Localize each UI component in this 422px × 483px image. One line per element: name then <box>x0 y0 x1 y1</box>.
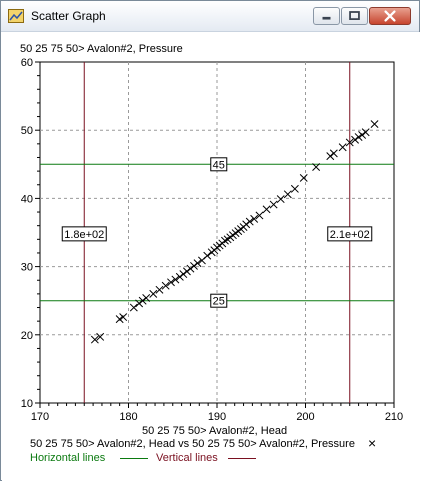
data-point <box>190 261 198 270</box>
data-point <box>161 281 170 290</box>
x-tick-label: 180 <box>119 411 137 423</box>
scatter-plot: 170 180 190 200 210 10 20 30 40 50 60 1.8e+02 2.1e+0… <box>21 57 403 423</box>
data-point <box>345 138 354 147</box>
legend-series-label: 50 25 75 50> Avalon#2, Head vs 50 25 75 … <box>30 438 355 450</box>
x-tick-label: 190 <box>208 411 226 423</box>
horizontal-line-label: 25 <box>213 296 225 308</box>
y-tick-label: 30 <box>21 262 33 274</box>
data-point <box>326 152 335 161</box>
vertical-line-label-box <box>327 226 373 242</box>
y-tick-label: 50 <box>21 125 33 137</box>
maximize-button[interactable] <box>341 7 368 25</box>
data-point <box>351 135 360 144</box>
data-point <box>135 299 144 308</box>
data-point <box>175 272 184 281</box>
title-bar[interactable]: Scatter Graph <box>1 1 419 32</box>
x-tick-label: 170 <box>31 411 49 423</box>
data-point <box>312 163 321 171</box>
data-point <box>245 217 254 226</box>
data-point <box>129 303 138 312</box>
data-point <box>142 294 151 302</box>
x-tick-label: 210 <box>385 411 403 423</box>
y-tick-label: 10 <box>21 398 33 410</box>
data-point <box>149 289 158 298</box>
y-tick-label: 20 <box>21 330 33 342</box>
data-point <box>255 211 264 220</box>
horizontal-line-label: 45 <box>213 159 225 171</box>
data-point <box>262 205 271 214</box>
y-axis-title: 50 25 75 50> Avalon#2, Pressure <box>20 43 183 55</box>
data-point <box>250 214 259 223</box>
data-point <box>179 270 188 279</box>
data-point <box>90 335 99 344</box>
data-point <box>96 332 105 341</box>
legend-horizontal-swatch <box>120 458 148 459</box>
legend-cross-marker: × <box>368 435 377 451</box>
data-point <box>354 133 363 141</box>
data-point <box>329 149 338 158</box>
y-tick-label: 60 <box>21 57 33 69</box>
legend-vertical-swatch <box>228 458 256 459</box>
data-point <box>221 236 229 245</box>
legend-vertical-lines: Vertical lines <box>156 452 218 464</box>
data-point <box>358 131 367 139</box>
window-title: Scatter Graph <box>31 9 106 23</box>
graph-area: 50 25 75 50> Avalon#2, Pressure 170 180 19… <box>2 32 420 481</box>
chart-app-icon <box>8 9 24 23</box>
data-point <box>155 285 164 294</box>
data-point <box>370 120 379 129</box>
maximize-icon <box>349 11 360 20</box>
horizontal-line-label-box <box>210 157 228 172</box>
vertical-line-label: 2.1e+02 <box>330 229 370 241</box>
vertical-line-label: 1.8e+02 <box>64 229 104 241</box>
data-point <box>115 315 124 324</box>
x-axis-title: 50 25 75 50> Avalon#2, Head <box>142 425 288 437</box>
y-tick-label: 40 <box>21 193 33 205</box>
data-point <box>269 200 278 209</box>
close-button[interactable] <box>369 7 411 25</box>
minimize-icon <box>322 16 331 20</box>
data-point <box>182 267 191 276</box>
x-tick-label: 200 <box>296 411 314 423</box>
data-point <box>119 313 128 322</box>
data-point <box>242 220 251 229</box>
horizontal-line-label-box <box>210 293 228 308</box>
data-point <box>186 264 195 273</box>
data-point <box>171 275 180 284</box>
minimize-button[interactable] <box>313 7 340 25</box>
data-point <box>290 184 299 193</box>
data-point <box>283 190 292 199</box>
data-series <box>90 120 379 344</box>
data-point <box>138 296 147 305</box>
data-point <box>299 173 308 182</box>
data-point <box>167 278 175 287</box>
close-icon <box>384 10 396 22</box>
data-point <box>193 259 202 268</box>
data-point <box>276 195 285 204</box>
vertical-line-label-box <box>61 226 107 242</box>
data-point <box>203 251 212 260</box>
data-point <box>338 143 347 152</box>
legend-horizontal-lines: Horizontal lines <box>30 452 106 464</box>
data-point <box>361 128 370 137</box>
